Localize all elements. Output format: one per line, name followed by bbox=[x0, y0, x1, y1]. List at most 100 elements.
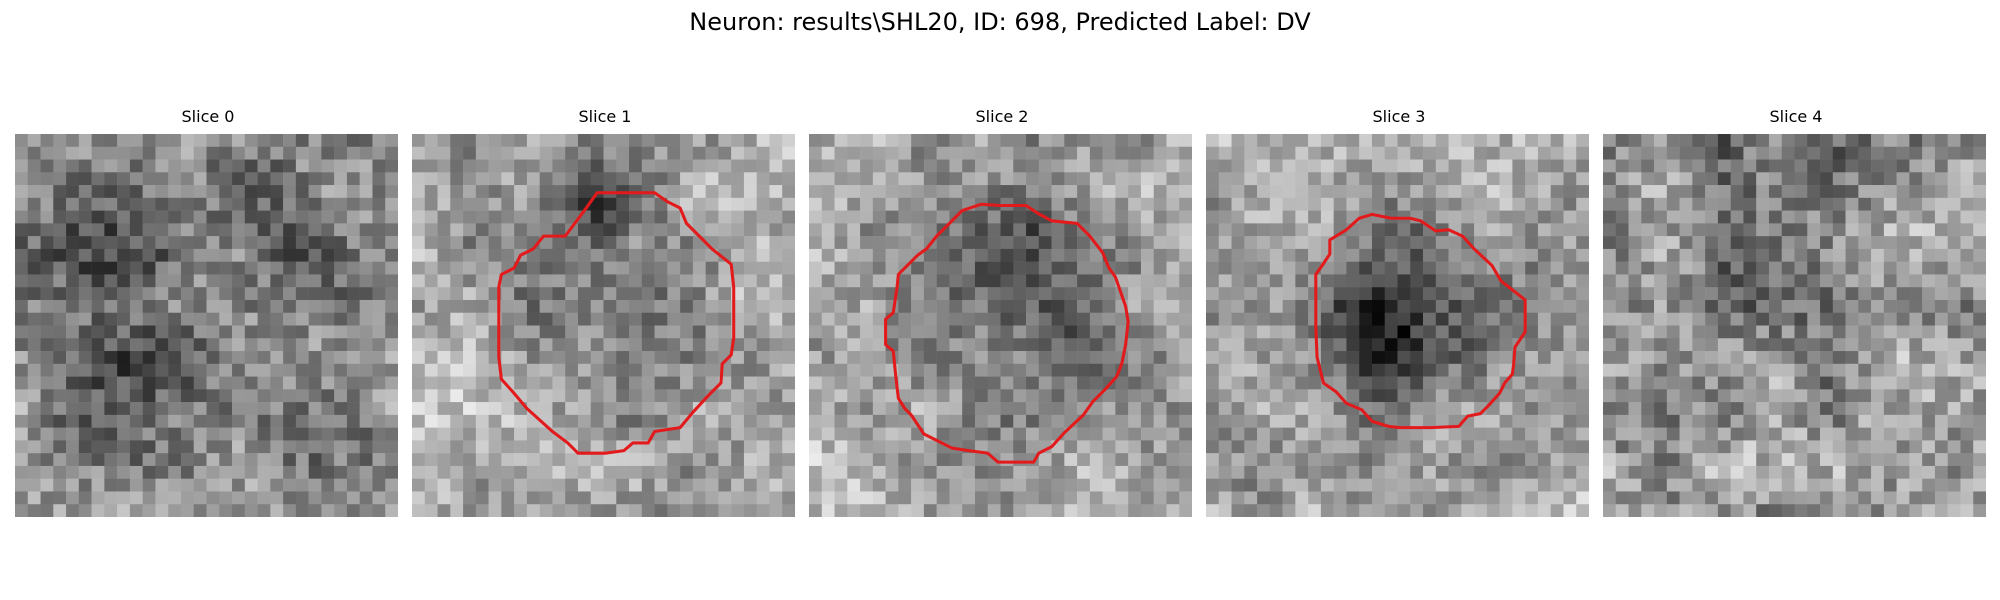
pixel bbox=[705, 491, 719, 505]
pixel bbox=[91, 159, 105, 173]
pixel bbox=[872, 312, 886, 326]
pixel bbox=[1089, 414, 1103, 428]
pixel bbox=[117, 376, 131, 390]
pixel bbox=[117, 414, 131, 428]
pixel bbox=[872, 427, 886, 441]
pixel bbox=[1909, 287, 1923, 301]
pixel bbox=[1794, 465, 1808, 479]
pixel bbox=[180, 159, 194, 173]
pixel bbox=[1537, 223, 1551, 237]
pixel bbox=[539, 248, 553, 262]
pixel bbox=[1474, 159, 1488, 173]
pixel bbox=[1257, 389, 1271, 403]
pixel bbox=[1628, 402, 1642, 416]
pixel bbox=[1858, 465, 1872, 479]
pixel bbox=[911, 325, 925, 339]
pixel bbox=[1550, 248, 1564, 262]
pixel bbox=[809, 453, 823, 467]
pixel bbox=[616, 376, 630, 390]
pixel bbox=[232, 236, 246, 250]
pixel bbox=[359, 261, 373, 275]
pixel bbox=[1973, 223, 1986, 237]
pixel bbox=[1550, 427, 1564, 441]
pixel bbox=[821, 287, 835, 301]
pixel bbox=[692, 197, 706, 211]
pixel bbox=[295, 389, 309, 403]
pixel bbox=[1282, 325, 1296, 339]
pixel bbox=[1973, 389, 1986, 403]
pixel bbox=[40, 504, 54, 517]
pixel bbox=[1064, 504, 1078, 517]
pixel bbox=[142, 453, 156, 467]
pixel bbox=[1909, 453, 1923, 467]
pixel bbox=[1486, 248, 1500, 262]
pixel bbox=[1423, 261, 1437, 275]
pixel bbox=[1359, 312, 1373, 326]
pixel bbox=[565, 491, 579, 505]
pixel bbox=[782, 376, 795, 390]
pixel bbox=[1013, 312, 1027, 326]
pixel bbox=[206, 389, 220, 403]
pixel bbox=[193, 427, 207, 441]
pixel bbox=[1781, 172, 1795, 186]
pixel bbox=[782, 312, 795, 326]
pixel bbox=[1756, 440, 1770, 454]
pixel bbox=[834, 172, 848, 186]
pixel bbox=[885, 491, 899, 505]
pixel bbox=[1269, 172, 1283, 186]
pixel bbox=[1448, 376, 1462, 390]
pixel bbox=[1705, 223, 1719, 237]
pixel bbox=[232, 223, 246, 237]
pixel bbox=[1231, 248, 1245, 262]
pixel bbox=[987, 223, 1001, 237]
pixel bbox=[1244, 223, 1258, 237]
pixel bbox=[244, 338, 258, 352]
pixel bbox=[232, 363, 246, 377]
pixel bbox=[501, 478, 515, 492]
pixel bbox=[232, 146, 246, 160]
pixel bbox=[1820, 134, 1834, 148]
pixel bbox=[1089, 159, 1103, 173]
pixel bbox=[552, 223, 566, 237]
pixel bbox=[1807, 236, 1821, 250]
pixel bbox=[1282, 427, 1296, 441]
pixel bbox=[1013, 172, 1027, 186]
pixel bbox=[1896, 351, 1910, 365]
pixel bbox=[244, 351, 258, 365]
pixel bbox=[117, 172, 131, 186]
pixel bbox=[424, 146, 438, 160]
pixel bbox=[1499, 312, 1513, 326]
pixel bbox=[526, 491, 540, 505]
pixel bbox=[1231, 363, 1245, 377]
pixel bbox=[346, 185, 360, 199]
pixel bbox=[15, 312, 29, 326]
pixel bbox=[1397, 440, 1411, 454]
pixel bbox=[1140, 197, 1154, 211]
pixel bbox=[1166, 223, 1180, 237]
pixel bbox=[1512, 197, 1526, 211]
pixel bbox=[1166, 248, 1180, 262]
pixel bbox=[219, 427, 233, 441]
pixel bbox=[424, 261, 438, 275]
pixel bbox=[283, 299, 297, 313]
pixel bbox=[1435, 325, 1449, 339]
pixel bbox=[577, 338, 591, 352]
pixel bbox=[1679, 465, 1693, 479]
pixel bbox=[1973, 325, 1986, 339]
pixel bbox=[821, 210, 835, 224]
pixel bbox=[1371, 159, 1385, 173]
pixel bbox=[1474, 261, 1488, 275]
pixel bbox=[1474, 223, 1488, 237]
pixel bbox=[1448, 453, 1462, 467]
pixel bbox=[1448, 491, 1462, 505]
pixel bbox=[346, 478, 360, 492]
pixel bbox=[463, 389, 477, 403]
pixel bbox=[193, 159, 207, 173]
pixel bbox=[577, 376, 591, 390]
pixel bbox=[1730, 325, 1744, 339]
pixel bbox=[1871, 210, 1885, 224]
pixel bbox=[1384, 478, 1398, 492]
pixel bbox=[1922, 440, 1936, 454]
pixel bbox=[1563, 351, 1577, 365]
pixel bbox=[834, 338, 848, 352]
